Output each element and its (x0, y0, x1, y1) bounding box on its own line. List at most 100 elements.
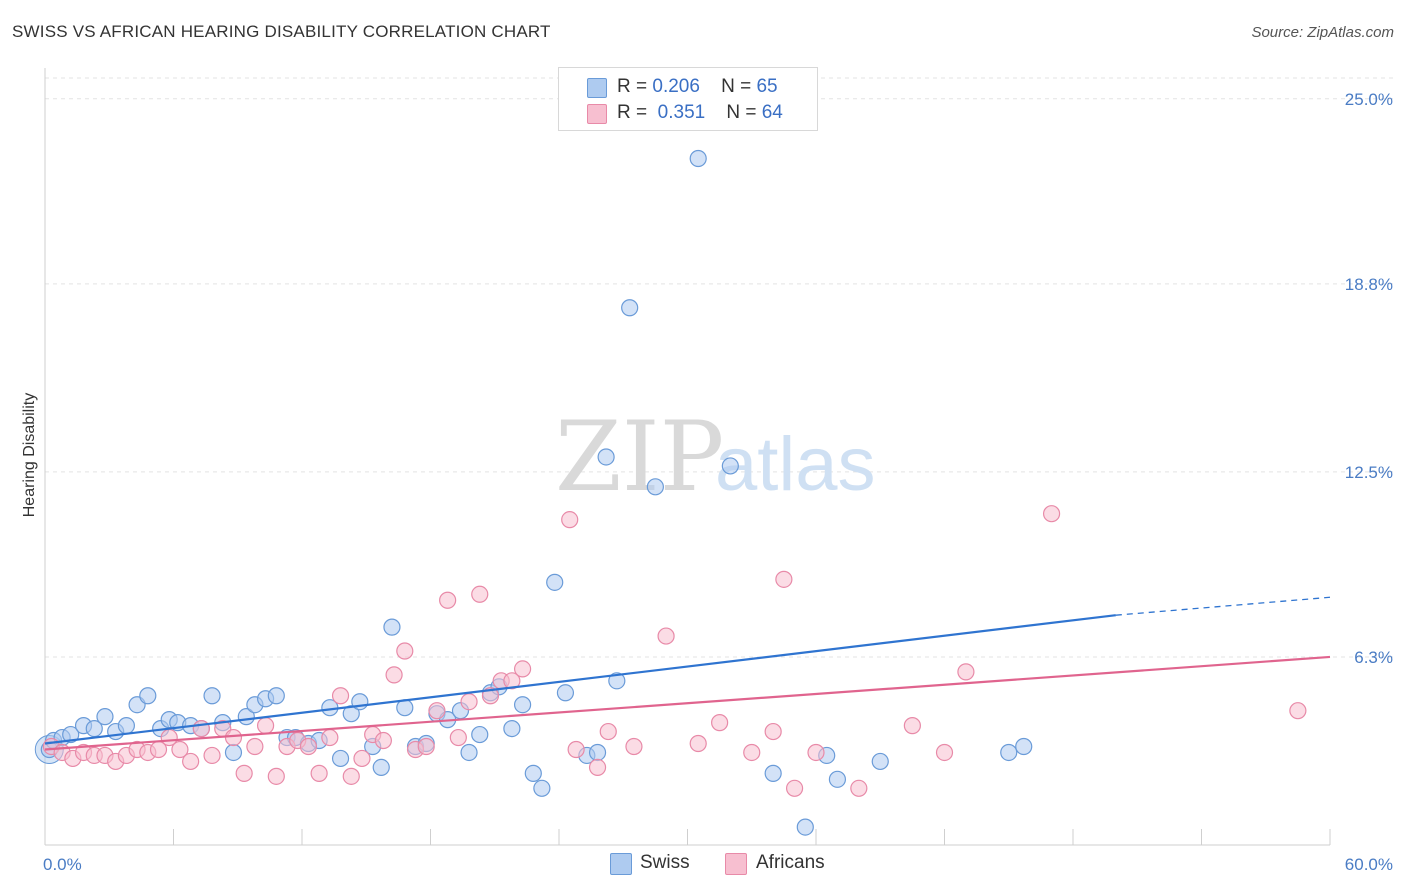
x-tick-label-max: 60.0% (1345, 855, 1393, 874)
africans-point (353, 749, 371, 768)
n-label: N = (726, 102, 757, 123)
swiss-point (597, 448, 615, 466)
legend-row-africans: R = 0.351 N = 64 (617, 102, 783, 124)
n-label: N = (721, 76, 752, 97)
axes (44, 68, 1331, 846)
swiss-point (203, 687, 221, 705)
africans-point (481, 687, 500, 705)
africans-point (1042, 505, 1061, 523)
swiss-point (471, 725, 489, 744)
africans-point (775, 570, 793, 588)
africans-point (331, 687, 350, 705)
africans-point (256, 717, 275, 735)
swiss-point (646, 478, 664, 496)
africans-point (625, 737, 643, 756)
swiss-points (34, 90, 1033, 836)
swiss-point (1015, 737, 1033, 756)
africans-point (588, 758, 607, 776)
swiss-point (721, 457, 739, 475)
swiss-point (796, 818, 814, 836)
swiss-point (503, 719, 521, 738)
africans-point (785, 779, 804, 797)
africans-point (460, 693, 478, 711)
africans-point (342, 767, 360, 785)
africans-point (657, 627, 675, 645)
n-value: 64 (761, 102, 783, 123)
africans-point (567, 740, 585, 759)
africans-point (850, 779, 868, 797)
africans-point (449, 728, 467, 747)
swiss-point (556, 684, 575, 702)
swiss-trend-line (44, 614, 1116, 745)
legend-row-swiss: R = 0.206 N = 65 (617, 76, 778, 98)
africans-point (903, 717, 921, 735)
swiss-point (267, 687, 285, 705)
africans-point (957, 663, 975, 681)
swiss-trend-extension (1115, 596, 1331, 616)
africans-point (224, 728, 243, 747)
africans-point (743, 743, 761, 762)
africans-point (385, 666, 403, 684)
stats-legend: R = 0.206 N = 65 R = 0.351 N = 64 (558, 67, 818, 131)
swiss-legend-label: Swiss (640, 852, 690, 873)
swiss-point (689, 149, 707, 168)
africans-point (235, 764, 253, 782)
swiss-point (871, 752, 889, 771)
swiss-point (117, 717, 135, 735)
africans-point (471, 585, 489, 603)
africans-point (321, 728, 339, 747)
swiss-point (224, 743, 243, 762)
africans-point (171, 740, 189, 759)
swiss-point (608, 672, 626, 690)
africans-point (396, 642, 414, 660)
africans-point (513, 660, 532, 678)
swiss-point (546, 573, 564, 591)
watermark: ZIP atlas (555, 401, 876, 513)
chart-title: SWISS VS AFRICAN HEARING DISABILITY CORR… (12, 22, 551, 41)
africans-point (439, 591, 457, 609)
swiss-point (588, 743, 607, 762)
africans-point (689, 734, 707, 753)
swiss-point (764, 764, 782, 782)
africans-legend-swatch (587, 104, 607, 124)
africans-point (935, 743, 954, 762)
swiss-point (372, 758, 390, 776)
africans-point (503, 672, 521, 690)
africans-point (299, 737, 318, 756)
n-value: 65 (756, 76, 778, 97)
africans-point (764, 722, 782, 741)
swiss-point (460, 743, 478, 762)
trend-lines (44, 596, 1331, 751)
africans-point (1289, 702, 1307, 720)
africans-swatch (725, 853, 747, 875)
africans-point (203, 746, 221, 765)
swiss-point (96, 708, 114, 726)
r-label: R = (617, 76, 648, 97)
swiss-point (383, 618, 401, 636)
source-label: Source: ZipAtlas.com (1251, 24, 1394, 41)
watermark-atlas: atlas (715, 422, 876, 507)
x-tick-label-min: 0.0% (43, 855, 82, 874)
watermark-zip: ZIP (555, 401, 724, 513)
africans-point (599, 722, 617, 741)
africans-point (246, 737, 264, 756)
africans-point (561, 511, 579, 529)
swiss-legend-swatch (587, 78, 607, 98)
africans-trend-line (44, 655, 1331, 751)
swiss-point (62, 725, 80, 744)
y-tick-label: 25.0% (1345, 90, 1393, 109)
r-value: 0.351 (657, 102, 706, 123)
swiss-point (621, 299, 639, 317)
swiss-point (828, 770, 847, 788)
swiss-point (342, 705, 360, 723)
africans-legend-label: Africans (756, 852, 825, 873)
africans-point (374, 731, 392, 750)
africans-point (428, 702, 446, 720)
swiss-point (331, 749, 350, 768)
y-tick-label: 12.5% (1345, 463, 1393, 482)
y-tick-label: 18.8% (1345, 275, 1393, 294)
africans-point (267, 767, 285, 785)
africans-point (417, 737, 435, 756)
africans-point (182, 752, 200, 771)
